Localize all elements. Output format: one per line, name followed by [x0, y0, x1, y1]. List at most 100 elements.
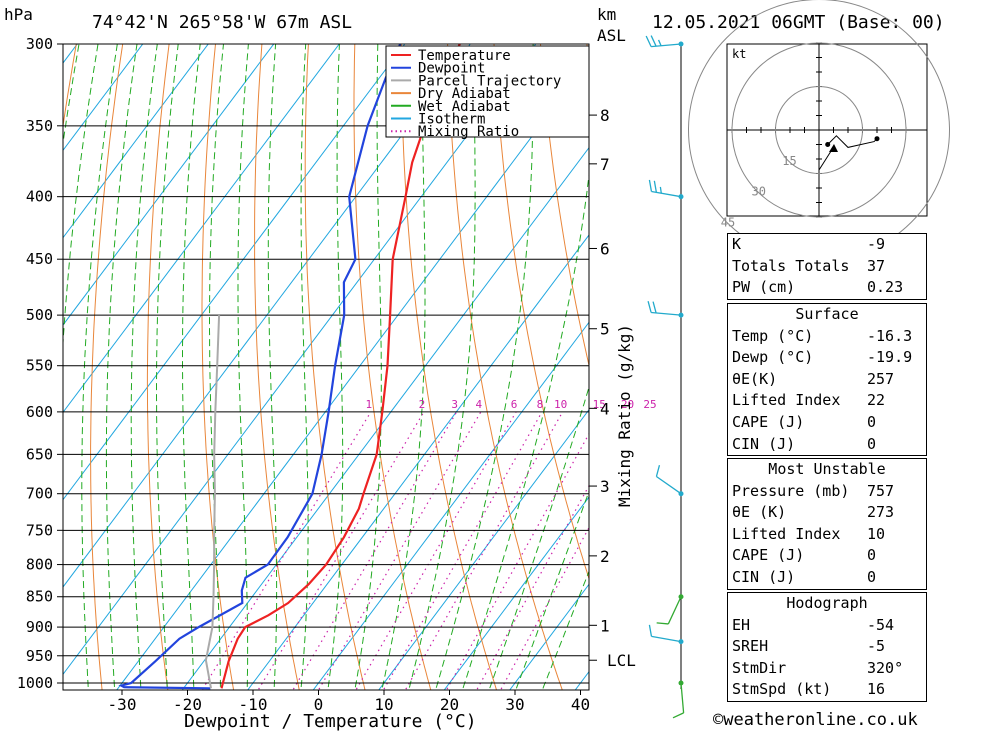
pressure-label: 450 [26, 250, 53, 268]
legend-label: Dewpoint [418, 61, 485, 77]
wet-adiabat-line [130, 44, 158, 690]
mixing-ratio-line [382, 411, 543, 690]
wet-adiabat-line [300, 44, 309, 690]
most-unstable-table: Most Unstable Pressure (mb) 757 θE (K) 273… [727, 458, 927, 590]
hodograph-ring-label: 45 [721, 215, 735, 229]
pressure-label: 700 [26, 485, 53, 503]
wind-barb-flag [653, 180, 658, 193]
surface-li-label: Lifted Index [732, 391, 841, 410]
wind-barb-staff [651, 635, 682, 643]
datetime-title: 12.05.2021 06GMT (Base: 00) [652, 12, 945, 33]
wind-barb-staff [667, 596, 682, 625]
dry-adiabat-line [993, 7, 1000, 709]
km-label: 4 [600, 399, 610, 418]
mixing-ratio-label: 15 [593, 398, 606, 411]
wind-barb-flag [645, 35, 652, 47]
wet-adiabat-line [237, 44, 249, 690]
km-unit-label: km [597, 5, 616, 24]
axes: 1 2 3 4 6 8 10 15 20 2530035040045050055060065070… [17, 35, 657, 714]
x-tick-label: -20 [173, 695, 202, 714]
wet-adiabat-line [156, 44, 179, 690]
pressure-label: 350 [26, 117, 53, 135]
km-label: 5 [600, 320, 610, 339]
isotherm-line [63, 44, 144, 152]
wet-adiabat-line [182, 44, 201, 690]
isotherm-line [378, 408, 589, 690]
wind-barb-flag [656, 622, 669, 625]
wind-barb [648, 624, 684, 645]
hodograph-ring [731, 42, 907, 218]
mu-cape-value: 0 [867, 546, 877, 565]
temperature-line [220, 44, 461, 689]
x-tick-label: 30 [505, 695, 524, 714]
k-index-row: K -9 [728, 234, 926, 256]
pressure-label: 500 [26, 306, 53, 324]
wind-barb-flag [672, 712, 684, 719]
legend-label: Mixing Ratio [418, 124, 519, 140]
hodograph-point [825, 142, 831, 147]
hodograph: kt 15 30 45 [688, 0, 950, 261]
surface-dewp-label: Dewp (°C) [732, 348, 814, 367]
dry-adiabat-line [447, 44, 563, 690]
surface-cape-label: CAPE (J) [732, 412, 805, 431]
isotherm-line [181, 146, 589, 690]
lcl-label: LCL [607, 651, 636, 670]
dry-adiabat-line [304, 44, 366, 690]
pressure-label: 900 [26, 618, 53, 636]
surface-theta-label: θE(K) [732, 369, 778, 388]
k-index-label: K [732, 235, 742, 253]
sreh-label: SREH [732, 637, 769, 656]
mu-pressure-value: 757 [867, 481, 895, 500]
mu-pressure-label: Pressure (mb) [732, 481, 850, 500]
stability-indices-table: K -9 Totals Totals 37 PW (cm) 0.23 [727, 233, 927, 300]
mu-li-value: 10 [867, 524, 886, 543]
weatheronline-credit[interactable]: ©weatheronline.co.uk [713, 710, 918, 730]
pw-value: 0.23 [867, 278, 904, 297]
mu-theta-label: θE (K) [732, 503, 787, 522]
wind-barb-dot [678, 312, 684, 318]
wind-barb-staff [656, 475, 682, 495]
mu-cape-label: CAPE (J) [732, 546, 805, 565]
pw-label: PW (cm) [732, 278, 796, 297]
wind-barb-flag [648, 179, 653, 192]
mixing-ratio-label: 3 [451, 398, 458, 411]
isotherm-line [63, 44, 340, 414]
wind-barb-flag [647, 301, 652, 313]
x-tick-label: 10 [374, 695, 393, 714]
dry-adiabat-line [400, 44, 498, 690]
dry-adiabat-line [254, 44, 300, 690]
wet-adiabat-line [209, 44, 225, 690]
wet-adiabat-line [63, 44, 99, 352]
mixing-ratio-line [257, 411, 425, 690]
mixing-ratio-line [355, 411, 517, 690]
wind-barb [656, 594, 684, 625]
mu-cin-label: CIN (J) [732, 567, 796, 586]
mu-cin-value: 0 [867, 567, 877, 586]
hodograph-ring [775, 86, 863, 174]
surface-theta-value: 257 [867, 369, 895, 388]
dry-adiabat-line [201, 44, 235, 690]
parcel-trajectory-line [204, 315, 221, 689]
wind-barb [655, 465, 684, 497]
hodograph-point [874, 136, 880, 142]
isotherm-line [63, 44, 275, 326]
hodograph-unit-label: kt [732, 47, 746, 61]
isotherm-line [247, 234, 589, 690]
pressure-label: 400 [26, 188, 53, 206]
hodograph-table-title: Hodograph [786, 594, 868, 612]
surface-cape-value: 0 [867, 412, 877, 431]
wind-barb-flag [655, 465, 661, 477]
x-tick-label: 0 [314, 695, 324, 714]
dry-adiabat-line [90, 44, 124, 690]
hpa-unit-label: hPa [4, 5, 33, 24]
isotherm-line [63, 44, 78, 64]
legend-label: Parcel Trajectory [418, 73, 561, 89]
mixing-ratio-label: 20 [621, 398, 634, 411]
dry-adiabat-line [539, 44, 589, 368]
surface-temp-value: -16.3 [867, 326, 913, 345]
eh-value: -54 [867, 615, 895, 634]
hodograph-ring-label: 30 [751, 185, 765, 199]
km-label: 7 [600, 155, 610, 174]
